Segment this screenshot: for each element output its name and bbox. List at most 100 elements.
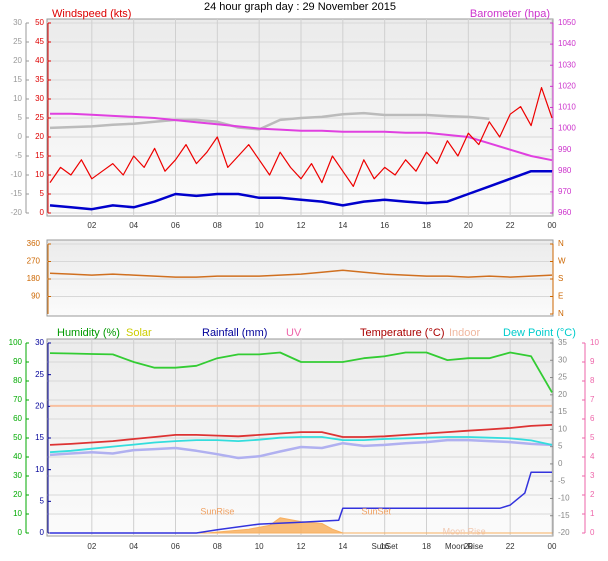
y-tick-label: 0 — [40, 208, 45, 217]
y-tick-label: -15 — [10, 189, 22, 198]
y-tick-label: 5 — [40, 189, 45, 198]
y-tick-label: 6 — [590, 414, 595, 423]
y-tick-label: 50 — [35, 18, 44, 27]
y-tick-label: 0 — [18, 132, 23, 141]
y-tick-label: 35 — [558, 338, 567, 347]
y-tick-label: 40 — [13, 452, 22, 461]
series-line — [49, 111, 490, 131]
y-tick-label: 20 — [13, 56, 22, 65]
x-tick-label: 04 — [129, 221, 138, 230]
x-tick-label: 02 — [87, 221, 96, 230]
x-tick-label: 12 — [297, 221, 306, 230]
series-line — [49, 87, 553, 187]
y-tick-label: 1050 — [558, 18, 576, 27]
y-tick-label: 4 — [590, 452, 595, 461]
y-tick-label: 1040 — [558, 39, 576, 48]
y-tick-label: 30 — [13, 471, 22, 480]
y-tick-label: -5 — [558, 476, 566, 485]
x-tick-label: 18 — [422, 221, 431, 230]
y-tick-label: 25 — [35, 113, 44, 122]
series-line — [49, 351, 553, 393]
y-tick-label: 10 — [558, 424, 567, 433]
y-tick-label: S — [558, 274, 563, 283]
legend-entry: Indoor — [449, 327, 481, 339]
axis-title: Windspeed (kts) — [52, 8, 131, 20]
y-tick-label: 30 — [13, 18, 22, 27]
y-tick-label: 15 — [13, 75, 22, 84]
y-tick-label: 90 — [31, 292, 40, 301]
event-label: SunSet — [372, 542, 399, 551]
y-tick-label: 1 — [590, 509, 595, 518]
y-tick-label: 7 — [590, 395, 595, 404]
y-tick-label: 10 — [590, 338, 599, 347]
legend-entry: Dew Point (°C) — [503, 327, 576, 339]
y-tick-label: 100 — [9, 338, 23, 347]
y-tick-label: 360 — [27, 239, 41, 248]
x-tick-label: 22 — [506, 542, 515, 551]
event-label: Moon Rise — [445, 542, 484, 551]
y-tick-label: W — [558, 257, 566, 266]
y-tick-label: 10 — [13, 94, 22, 103]
y-tick-label: -10 — [558, 494, 570, 503]
annotation: SunRise — [200, 506, 234, 516]
annotation: SunSet — [362, 506, 392, 516]
y-tick-label: 5 — [40, 496, 45, 505]
legend-entry: Humidity (%) — [57, 327, 120, 339]
x-tick-label: 08 — [213, 542, 222, 551]
solar-area — [49, 517, 553, 534]
x-tick-label: 06 — [171, 221, 180, 230]
x-tick-label: 06 — [171, 542, 180, 551]
y-tick-label: N — [558, 239, 564, 248]
y-tick-label: 0 — [590, 528, 595, 537]
x-tick-label: 22 — [506, 221, 515, 230]
y-tick-label: 0 — [558, 459, 563, 468]
y-tick-label: 5 — [590, 433, 595, 442]
legend-entry: Solar — [126, 327, 152, 339]
y-tick-label: 1010 — [558, 103, 576, 112]
y-tick-label: 20 — [13, 490, 22, 499]
y-tick-label: 5 — [558, 442, 563, 451]
y-tick-label: 5 — [18, 113, 23, 122]
y-tick-label: 30 — [35, 94, 44, 103]
x-tick-label: 20 — [464, 542, 473, 551]
plot-frame — [46, 239, 554, 317]
y-tick-label: 80 — [13, 376, 22, 385]
y-tick-label: 10 — [35, 170, 44, 179]
y-tick-label: 20 — [35, 132, 44, 141]
y-tick-label: 35 — [35, 75, 44, 84]
y-tick-label: -5 — [15, 151, 23, 160]
y-tick-label: 1000 — [558, 124, 576, 133]
y-tick-label: 20 — [558, 390, 567, 399]
y-tick-label: -15 — [558, 511, 570, 520]
y-tick-label: 2 — [590, 490, 595, 499]
annotation: Moon Rise — [443, 526, 486, 536]
x-tick-label: 00 — [548, 221, 557, 230]
x-tick-label: 16 — [380, 221, 389, 230]
x-tick-label: 00 — [548, 542, 557, 551]
y-tick-label: 30 — [558, 355, 567, 364]
y-tick-label: 50 — [13, 433, 22, 442]
y-tick-label: 980 — [558, 166, 572, 175]
y-tick-label: E — [558, 292, 563, 301]
y-tick-label: 25 — [13, 37, 22, 46]
y-tick-label: 60 — [13, 414, 22, 423]
y-tick-label: 0 — [40, 528, 45, 537]
legend-entry: UV — [286, 327, 302, 339]
series-line — [50, 112, 553, 162]
y-tick-label: 8 — [590, 376, 595, 385]
y-tick-label: 25 — [35, 370, 44, 379]
x-tick-label: 10 — [255, 221, 264, 230]
x-tick-label: 14 — [338, 221, 347, 230]
y-tick-label: 20 — [35, 401, 44, 410]
y-tick-label: 30 — [35, 338, 44, 347]
y-tick-label: 180 — [27, 274, 41, 283]
series-line — [49, 424, 553, 446]
y-tick-label: 1030 — [558, 60, 576, 69]
y-tick-label: 15 — [558, 407, 567, 416]
axis-title: Barometer (hpa) — [470, 8, 550, 20]
y-tick-label: 90 — [13, 357, 22, 366]
y-tick-label: 0 — [18, 528, 23, 537]
x-tick-label: 20 — [464, 221, 473, 230]
y-tick-label: -20 — [558, 528, 570, 537]
x-tick-label: 16 — [380, 542, 389, 551]
